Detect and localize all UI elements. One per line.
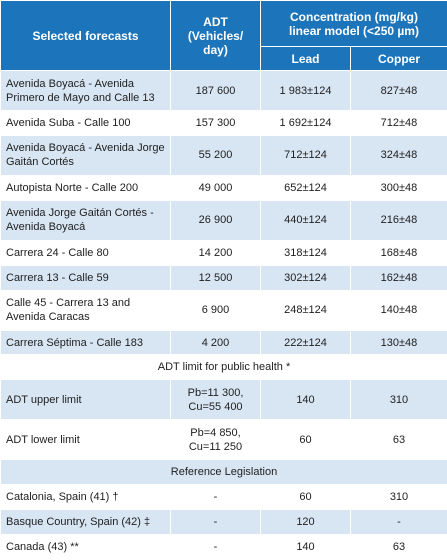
- row-label: Carrera 13 - Calle 59: [0, 264, 171, 291]
- cell: 216±48: [350, 199, 447, 241]
- cell: 12 500: [170, 264, 261, 291]
- row-label: Canada (43) **: [0, 533, 171, 560]
- cell: -: [170, 509, 261, 535]
- table-row: Avenida Suba - Calle 100 157 300 1 692±124…: [0, 110, 447, 136]
- cell: 1 692±124: [260, 110, 351, 136]
- table-row: Carrera Séptima - Calle 183 4 200 222±124 1…: [0, 329, 447, 356]
- cell: 168±48: [350, 239, 447, 266]
- cell: -: [350, 509, 447, 535]
- cell: 324±48: [350, 134, 447, 176]
- table-row: Avenida Boyacá - Avenida Jorge Gaitán Co…: [0, 134, 447, 176]
- table-row: Avenida Jorge Gaitán Cortés - Avenida Bo…: [0, 199, 447, 241]
- cell: 140: [260, 379, 351, 421]
- cell: 130±48: [350, 329, 447, 356]
- cell: 310: [350, 379, 447, 421]
- cell: 6 900: [170, 289, 261, 331]
- cell: 14 200: [170, 239, 261, 266]
- table-row: Basque Country, Spain (42) ‡ -120-: [0, 509, 447, 535]
- row-label: Avenida Suba - Calle 100: [0, 110, 171, 136]
- row-label: ADT lower limit: [0, 419, 171, 461]
- table-row: ADT upper limit Pb=11 300, Cu=55 400 140 31…: [0, 379, 447, 421]
- table-row: Carrera 24 - Calle 80 14 200 318±124 168±48: [0, 239, 447, 266]
- cell: 318±124: [260, 239, 351, 266]
- header-cell: Lead: [260, 46, 351, 71]
- table-row: Reference Legislation: [0, 459, 447, 486]
- cell: 652±124: [260, 174, 351, 201]
- cell: 60: [260, 484, 351, 511]
- cell: 162±48: [350, 264, 447, 291]
- table-body: Avenida Boyacá - Avenida Primero de Mayo…: [0, 69, 447, 560]
- section-title: ADT limit for public health *: [0, 354, 447, 381]
- cell: 712±48: [350, 110, 447, 136]
- cell: 248±124: [260, 289, 351, 331]
- cell: 140±48: [350, 289, 447, 331]
- table-row: ADT lower limit Pb=4 850, Cu=11 250 60 63: [0, 419, 447, 461]
- header-cell: Concentration (mg/kg) linear model (<250…: [260, 0, 447, 47]
- cell: 157 300: [170, 110, 261, 136]
- row-label: ADT upper limit: [0, 379, 171, 421]
- cell: Pb=11 300, Cu=55 400: [170, 379, 261, 421]
- table-row: Calle 45 - Carrera 13 and Avenida Caraca…: [0, 289, 447, 331]
- cell: 120: [260, 509, 351, 535]
- row-label: Avenida Boyacá - Avenida Primero de Mayo…: [0, 69, 171, 112]
- row-label: Catalonia, Spain (41) †: [0, 484, 171, 511]
- table-row: Catalonia, Spain (41) † -60 310: [0, 484, 447, 511]
- section-title: Reference Legislation: [0, 459, 447, 486]
- cell: 1 983±124: [260, 69, 351, 112]
- header-row: Selected forecasts ADT (Vehicles/ day) C…: [0, 0, 447, 71]
- row-label: Avenida Boyacá - Avenida Jorge Gaitán Co…: [0, 134, 171, 176]
- row-label: Avenida Jorge Gaitán Cortés - Avenida Bo…: [0, 199, 171, 241]
- cell: 26 900: [170, 199, 261, 241]
- header-cell: ADT (Vehicles/ day): [170, 0, 261, 71]
- row-label: Carrera Séptima - Calle 183: [0, 329, 171, 356]
- cell: 60: [260, 419, 351, 461]
- cell: 55 200: [170, 134, 261, 176]
- cell: 4 200: [170, 329, 261, 356]
- cell: -: [170, 533, 261, 560]
- cell: 222±124: [260, 329, 351, 356]
- cell: 310: [350, 484, 447, 511]
- header-cell: Selected forecasts: [0, 0, 171, 71]
- row-label: Autopista Norte - Calle 200: [0, 174, 171, 201]
- row-label: Carrera 24 - Calle 80: [0, 239, 171, 266]
- table-row: Canada (43) ** -140 63: [0, 533, 447, 560]
- cell: 63: [350, 533, 447, 560]
- header-cell: Copper: [350, 46, 447, 71]
- cell: -: [170, 484, 261, 511]
- cell: 440±124: [260, 199, 351, 241]
- table-row: ADT limit for public health *: [0, 354, 447, 381]
- cell: 827±48: [350, 69, 447, 112]
- cell: 302±124: [260, 264, 351, 291]
- table-header: Selected forecasts ADT (Vehicles/ day) C…: [0, 0, 447, 71]
- cell: 140: [260, 533, 351, 560]
- table-row: Avenida Boyacá - Avenida Primero de Mayo…: [0, 69, 447, 112]
- row-label: Basque Country, Spain (42) ‡: [0, 509, 171, 535]
- cell: 712±124: [260, 134, 351, 176]
- table-row: Carrera 13 - Calle 59 12 500 302±124 162±48: [0, 264, 447, 291]
- cell: 49 000: [170, 174, 261, 201]
- cell: 187 600: [170, 69, 261, 112]
- row-label: Calle 45 - Carrera 13 and Avenida Caraca…: [0, 289, 171, 331]
- cell: 300±48: [350, 174, 447, 201]
- table-row: Autopista Norte - Calle 200 49 000 652±124…: [0, 174, 447, 201]
- cell: 63: [350, 419, 447, 461]
- cell: Pb=4 850, Cu=11 250: [170, 419, 261, 461]
